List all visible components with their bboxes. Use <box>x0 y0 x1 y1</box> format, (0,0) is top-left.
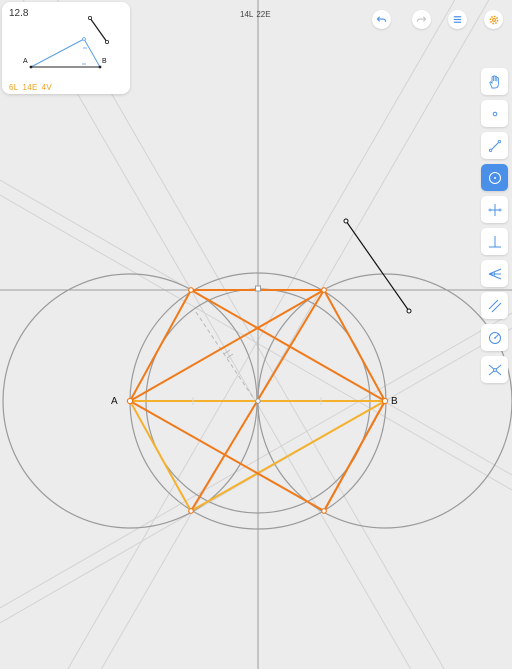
segment-endpoint[interactable] <box>406 308 412 314</box>
intersection-point[interactable] <box>321 287 327 293</box>
tool-line[interactable] <box>481 132 508 159</box>
perpendicular-icon <box>488 235 501 247</box>
counter-elementary: 22E <box>256 10 271 19</box>
label-b: B <box>391 396 398 407</box>
orange-path-2 <box>129 289 386 512</box>
undo-button[interactable] <box>372 10 391 29</box>
goal-elementary: 14E <box>22 83 38 92</box>
perpendicular-bisector-icon <box>488 203 501 216</box>
goal-v: 4V <box>41 83 53 92</box>
point-b[interactable] <box>381 397 389 405</box>
guide-line <box>56 0 445 669</box>
level-thumbnail <box>29 15 110 69</box>
level-card[interactable]: 12.8 A B 6L 14E 4V <box>2 2 130 94</box>
level-goals: 6L 14E 4V <box>9 83 56 92</box>
guide-line <box>67 0 456 669</box>
tick-mark <box>226 353 234 359</box>
segment-yellow-a-bottom <box>129 400 192 512</box>
tool-parallel[interactable] <box>481 292 508 319</box>
dashed-construction-line <box>195 311 255 400</box>
counter-lines: 14L <box>240 10 254 19</box>
tool-perpendicular-bisector[interactable] <box>481 196 508 223</box>
angle-bisector-icon <box>488 268 501 279</box>
point-a[interactable] <box>126 397 134 405</box>
menu-icon <box>453 16 462 23</box>
point-icon <box>492 111 497 116</box>
label-a: A <box>111 396 118 407</box>
tool-angle-bisector[interactable] <box>481 260 508 287</box>
intersect-icon <box>488 364 501 375</box>
tool-compass[interactable] <box>481 324 508 351</box>
center-point[interactable] <box>255 398 261 404</box>
segment-endpoint[interactable] <box>343 218 349 224</box>
segment-yellow-bottom-b <box>190 400 386 512</box>
tool-intersect[interactable] <box>481 356 508 383</box>
goal-lines: 6L <box>9 83 19 92</box>
tool-point[interactable] <box>481 100 508 127</box>
intersection-point[interactable] <box>188 508 194 514</box>
tick-mark <box>223 349 231 355</box>
tool-hand[interactable] <box>481 68 508 95</box>
move-counter: 14L 22E <box>240 10 274 19</box>
guide-line <box>0 312 512 609</box>
line-icon <box>488 139 501 152</box>
menu-button[interactable] <box>448 10 467 29</box>
thumb-label-a: A <box>23 58 28 65</box>
guide-line <box>0 194 512 491</box>
circle-icon <box>488 171 501 184</box>
compass-icon <box>488 331 501 344</box>
hand-icon <box>488 74 499 88</box>
redo-button[interactable] <box>412 10 431 29</box>
settings-button[interactable] <box>484 10 503 29</box>
level-number: 12.8 <box>9 8 29 19</box>
tool-perpendicular[interactable] <box>481 228 508 255</box>
intersection-point[interactable] <box>321 508 327 514</box>
undo-icon <box>376 16 387 22</box>
origin-marker[interactable] <box>255 285 261 292</box>
guide-line <box>0 327 512 624</box>
parallel-icon <box>488 299 501 312</box>
tool-circle[interactable] <box>481 164 508 191</box>
redo-icon <box>416 16 427 22</box>
intersection-point[interactable] <box>188 287 194 293</box>
gear-icon <box>489 15 498 24</box>
black-segment <box>345 220 410 312</box>
thumb-label-b: B <box>102 58 107 65</box>
